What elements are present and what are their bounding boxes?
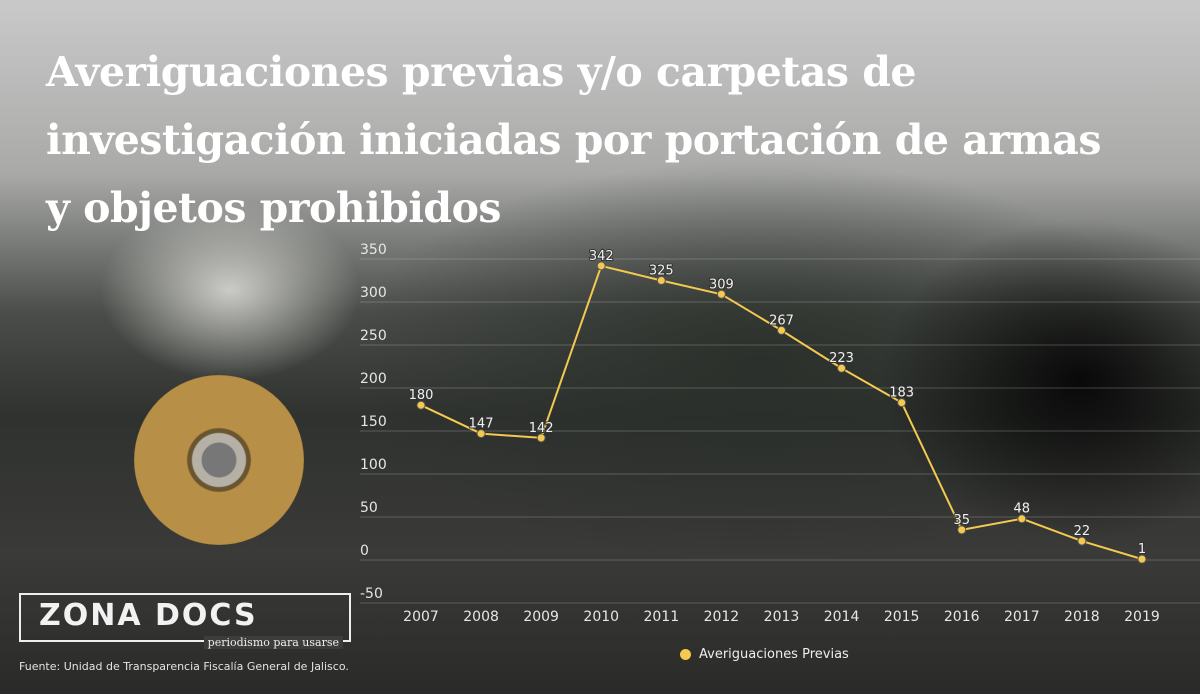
x-tick-label: 2018 bbox=[1064, 609, 1100, 625]
y-tick-label: 150 bbox=[360, 414, 387, 430]
zona-docs-logo: ZONA DOCS periodismo para usarse bbox=[19, 593, 351, 649]
data-label: 342 bbox=[589, 249, 614, 264]
data-point bbox=[536, 433, 546, 443]
data-point bbox=[656, 276, 666, 285]
x-tick-label: 2011 bbox=[643, 609, 679, 625]
data-label: 223 bbox=[829, 351, 854, 366]
x-tick-label: 2013 bbox=[764, 609, 800, 625]
data-label: 180 bbox=[409, 388, 434, 403]
data-point bbox=[476, 429, 486, 439]
x-tick-label: 2016 bbox=[944, 609, 980, 625]
data-point bbox=[957, 525, 967, 535]
y-tick-label: 250 bbox=[360, 328, 387, 344]
bullet-shell-image bbox=[134, 375, 304, 545]
x-tick-label: 2010 bbox=[583, 609, 619, 625]
y-tick-label: 200 bbox=[360, 371, 387, 387]
data-label: 183 bbox=[889, 386, 914, 401]
x-tick-label: 2012 bbox=[704, 609, 740, 625]
data-point bbox=[416, 400, 426, 410]
y-tick-label: 100 bbox=[360, 457, 387, 473]
x-tick-label: 2007 bbox=[403, 609, 439, 625]
y-tick-label: 350 bbox=[360, 242, 387, 258]
logo-tagline: periodismo para usarse bbox=[203, 636, 343, 649]
y-tick-label: 0 bbox=[360, 543, 369, 559]
data-label: 48 bbox=[1014, 502, 1031, 517]
data-point bbox=[596, 261, 606, 271]
y-tick-label: 50 bbox=[360, 500, 378, 516]
data-point bbox=[1137, 554, 1147, 564]
x-tick-label: 2017 bbox=[1004, 609, 1040, 625]
x-tick-label: 2014 bbox=[824, 609, 860, 625]
logo-name: ZONA DOCS bbox=[39, 598, 258, 633]
legend: Averiguaciones Previas bbox=[680, 647, 849, 662]
data-point bbox=[837, 363, 847, 373]
y-tick-label: 300 bbox=[360, 285, 387, 301]
data-label: 147 bbox=[469, 417, 494, 432]
data-point bbox=[1077, 536, 1087, 546]
x-tick-label: 2009 bbox=[523, 609, 559, 625]
y-tick-label: -50 bbox=[360, 586, 383, 602]
data-label: 267 bbox=[769, 313, 794, 328]
data-point bbox=[897, 398, 907, 408]
data-label: 309 bbox=[709, 277, 734, 292]
data-point bbox=[776, 325, 786, 335]
data-point bbox=[1017, 514, 1027, 524]
x-tick-label: 2008 bbox=[463, 609, 499, 625]
source-note: Fuente: Unidad de Transparencia Fiscalía… bbox=[19, 660, 349, 673]
x-tick-label: 2015 bbox=[884, 609, 920, 625]
series-line bbox=[420, 264, 1143, 561]
data-label: 22 bbox=[1074, 524, 1091, 539]
x-tick-label: 2019 bbox=[1124, 609, 1160, 625]
legend-label: Averiguaciones Previas bbox=[699, 647, 849, 662]
data-point bbox=[716, 289, 726, 299]
data-label: 35 bbox=[953, 513, 970, 528]
data-label: 142 bbox=[529, 421, 554, 436]
data-label: 325 bbox=[649, 264, 674, 279]
data-label: 1 bbox=[1138, 542, 1146, 557]
legend-marker bbox=[680, 649, 691, 660]
chart-title: Averiguaciones previas y/o carpetas de i… bbox=[46, 48, 1101, 232]
